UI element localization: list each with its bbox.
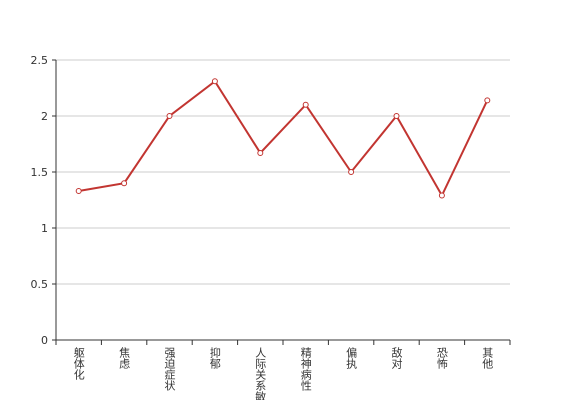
x-tick-label: 人际关系敏感 xyxy=(254,347,267,400)
point xyxy=(121,180,128,187)
point xyxy=(166,113,173,119)
point xyxy=(257,149,264,156)
x-tick-label: 躯体化 xyxy=(72,347,85,381)
point xyxy=(484,97,491,104)
point xyxy=(393,113,400,119)
point xyxy=(75,188,82,195)
x-tick-label: 其他 xyxy=(481,347,494,369)
x-tick-label: 强迫症状 xyxy=(163,347,176,391)
point xyxy=(302,101,309,108)
x-tick-label: 敌对 xyxy=(390,346,403,369)
y-tick-label: 1 xyxy=(41,222,48,235)
y-tick-label: 1.5 xyxy=(31,166,49,179)
y-tick-label: 0.5 xyxy=(31,278,49,291)
point xyxy=(211,78,218,85)
y-tick-label: 2 xyxy=(41,110,48,123)
x-tick-label: 抑郁 xyxy=(208,346,221,369)
y-tick-label: 0 xyxy=(41,334,48,347)
y-tick-label: 2.5 xyxy=(31,54,49,67)
x-tick-label: 恐怖 xyxy=(435,347,448,369)
series-line xyxy=(78,79,489,198)
point xyxy=(348,169,355,175)
point xyxy=(438,192,445,199)
x-tick-label: 焦虑 xyxy=(118,347,131,369)
x-tick-label: 偏执 xyxy=(345,346,358,370)
x-tick-label: 精神病性 xyxy=(299,347,312,392)
